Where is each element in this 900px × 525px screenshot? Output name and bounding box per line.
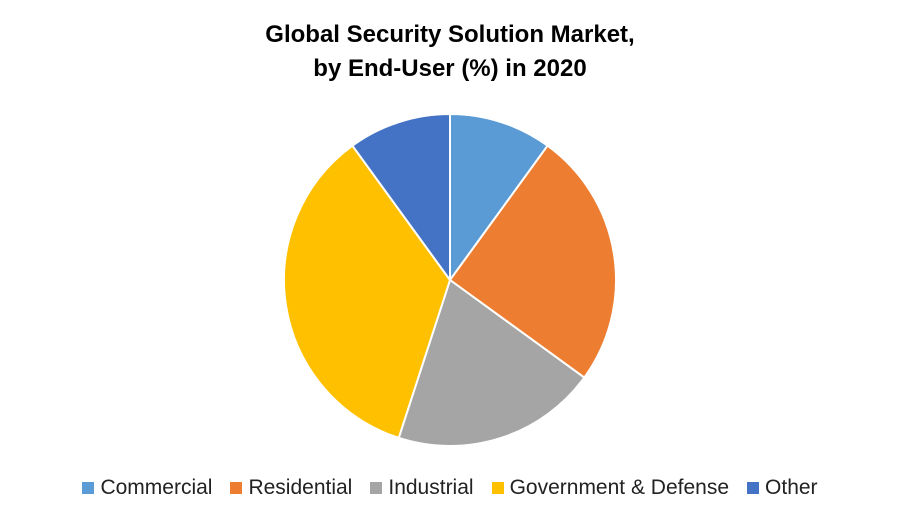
- pie-slice-government-defense: [282, 144, 451, 439]
- legend-label-government-defense: Government & Defense: [509, 476, 730, 499]
- chart-title-line-2: by End-User (%) in 2020: [313, 55, 587, 82]
- pie-slice-residential: [449, 144, 618, 379]
- legend: Commercial Residential Industrial Govern…: [0, 476, 900, 500]
- legend-item-other: Other: [747, 476, 818, 500]
- legend-swatch-government-defense: [491, 482, 504, 494]
- chart-title-line-1: Global Security Solution Market,: [265, 21, 635, 48]
- legend-swatch-commercial: [82, 482, 95, 494]
- pie-slice-other: [351, 113, 451, 281]
- legend-item-industrial: Industrial: [370, 476, 474, 500]
- chart-title: Global Security Solution Market, by End-…: [0, 18, 900, 86]
- pie-slice-industrial: [397, 279, 586, 448]
- legend-label-residential: Residential: [248, 476, 353, 499]
- legend-item-residential: Residential: [230, 476, 352, 500]
- legend-swatch-other: [747, 482, 760, 494]
- legend-item-government-defense: Government & Defense: [491, 476, 730, 500]
- legend-swatch-industrial: [370, 482, 383, 494]
- pie-slice-commercial: [449, 113, 549, 281]
- legend-swatch-residential: [230, 482, 243, 494]
- legend-item-commercial: Commercial: [82, 476, 212, 500]
- legend-label-commercial: Commercial: [100, 476, 213, 499]
- legend-label-other: Other: [765, 476, 818, 499]
- legend-label-industrial: Industrial: [388, 476, 474, 499]
